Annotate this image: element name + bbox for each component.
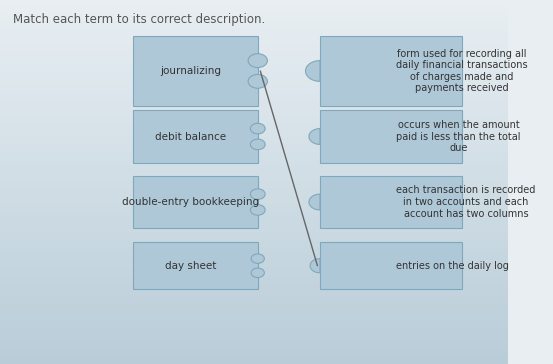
FancyBboxPatch shape [320, 242, 462, 289]
Circle shape [251, 205, 265, 215]
Bar [0, 197, 508, 204]
Bar [0, 218, 508, 226]
Bar [0, 116, 508, 124]
Circle shape [251, 254, 264, 263]
Bar [0, 87, 508, 95]
Bar [0, 51, 508, 58]
Bar [0, 80, 508, 87]
Polygon shape [305, 60, 320, 81]
Bar [0, 175, 508, 182]
Bar [0, 167, 508, 175]
Text: journalizing: journalizing [160, 66, 221, 76]
Text: day sheet: day sheet [165, 261, 216, 271]
Polygon shape [309, 128, 320, 145]
Bar [0, 95, 508, 102]
Text: form used for recording all
daily financial transactions
of charges made and
pay: form used for recording all daily financ… [396, 48, 528, 94]
Text: debit balance: debit balance [155, 131, 226, 142]
Bar [0, 277, 508, 284]
Bar [0, 146, 508, 153]
Bar [0, 240, 508, 248]
Bar [0, 284, 508, 291]
Bar [0, 269, 508, 277]
Bar [0, 15, 508, 22]
Bar [0, 320, 508, 328]
Bar [0, 255, 508, 262]
Bar [0, 7, 508, 15]
Text: each transaction is recorded
in two accounts and each
account has two columns: each transaction is recorded in two acco… [396, 185, 535, 219]
Bar [0, 211, 508, 218]
FancyBboxPatch shape [320, 176, 462, 229]
Circle shape [251, 139, 265, 150]
Circle shape [251, 268, 264, 277]
Bar [0, 44, 508, 51]
FancyBboxPatch shape [133, 36, 258, 106]
Bar [0, 0, 508, 7]
Bar [0, 262, 508, 269]
Text: entries on the daily log: entries on the daily log [396, 261, 509, 271]
Bar [0, 335, 508, 342]
Bar [0, 349, 508, 357]
Bar [0, 66, 508, 73]
Circle shape [248, 74, 268, 88]
Circle shape [248, 54, 268, 67]
Bar [0, 58, 508, 66]
Bar [0, 233, 508, 240]
Polygon shape [310, 258, 320, 273]
Bar [0, 160, 508, 167]
Bar [0, 357, 508, 364]
Bar [0, 29, 508, 36]
Bar [0, 226, 508, 233]
Bar [0, 204, 508, 211]
Bar [0, 153, 508, 160]
Bar [0, 22, 508, 29]
Bar [0, 36, 508, 44]
Bar [0, 102, 508, 109]
FancyBboxPatch shape [133, 176, 258, 229]
Bar [0, 109, 508, 116]
Bar [0, 131, 508, 138]
FancyBboxPatch shape [133, 242, 258, 289]
FancyBboxPatch shape [133, 110, 258, 163]
FancyBboxPatch shape [320, 110, 462, 163]
Text: occurs when the amount
paid is less than the total
due: occurs when the amount paid is less than… [396, 120, 521, 153]
Bar [0, 124, 508, 131]
Bar [0, 328, 508, 335]
Bar [0, 306, 508, 313]
Bar [0, 73, 508, 80]
Bar [0, 342, 508, 349]
Bar [0, 182, 508, 189]
Polygon shape [309, 194, 320, 210]
FancyBboxPatch shape [320, 36, 462, 106]
Circle shape [251, 123, 265, 134]
Bar [0, 291, 508, 298]
Bar [0, 248, 508, 255]
Text: double-entry bookkeeping: double-entry bookkeeping [122, 197, 259, 207]
Bar [0, 313, 508, 320]
Bar [0, 189, 508, 197]
Bar [0, 298, 508, 306]
Text: Match each term to its correct description.: Match each term to its correct descripti… [13, 13, 265, 26]
Bar [0, 138, 508, 146]
Circle shape [251, 189, 265, 199]
